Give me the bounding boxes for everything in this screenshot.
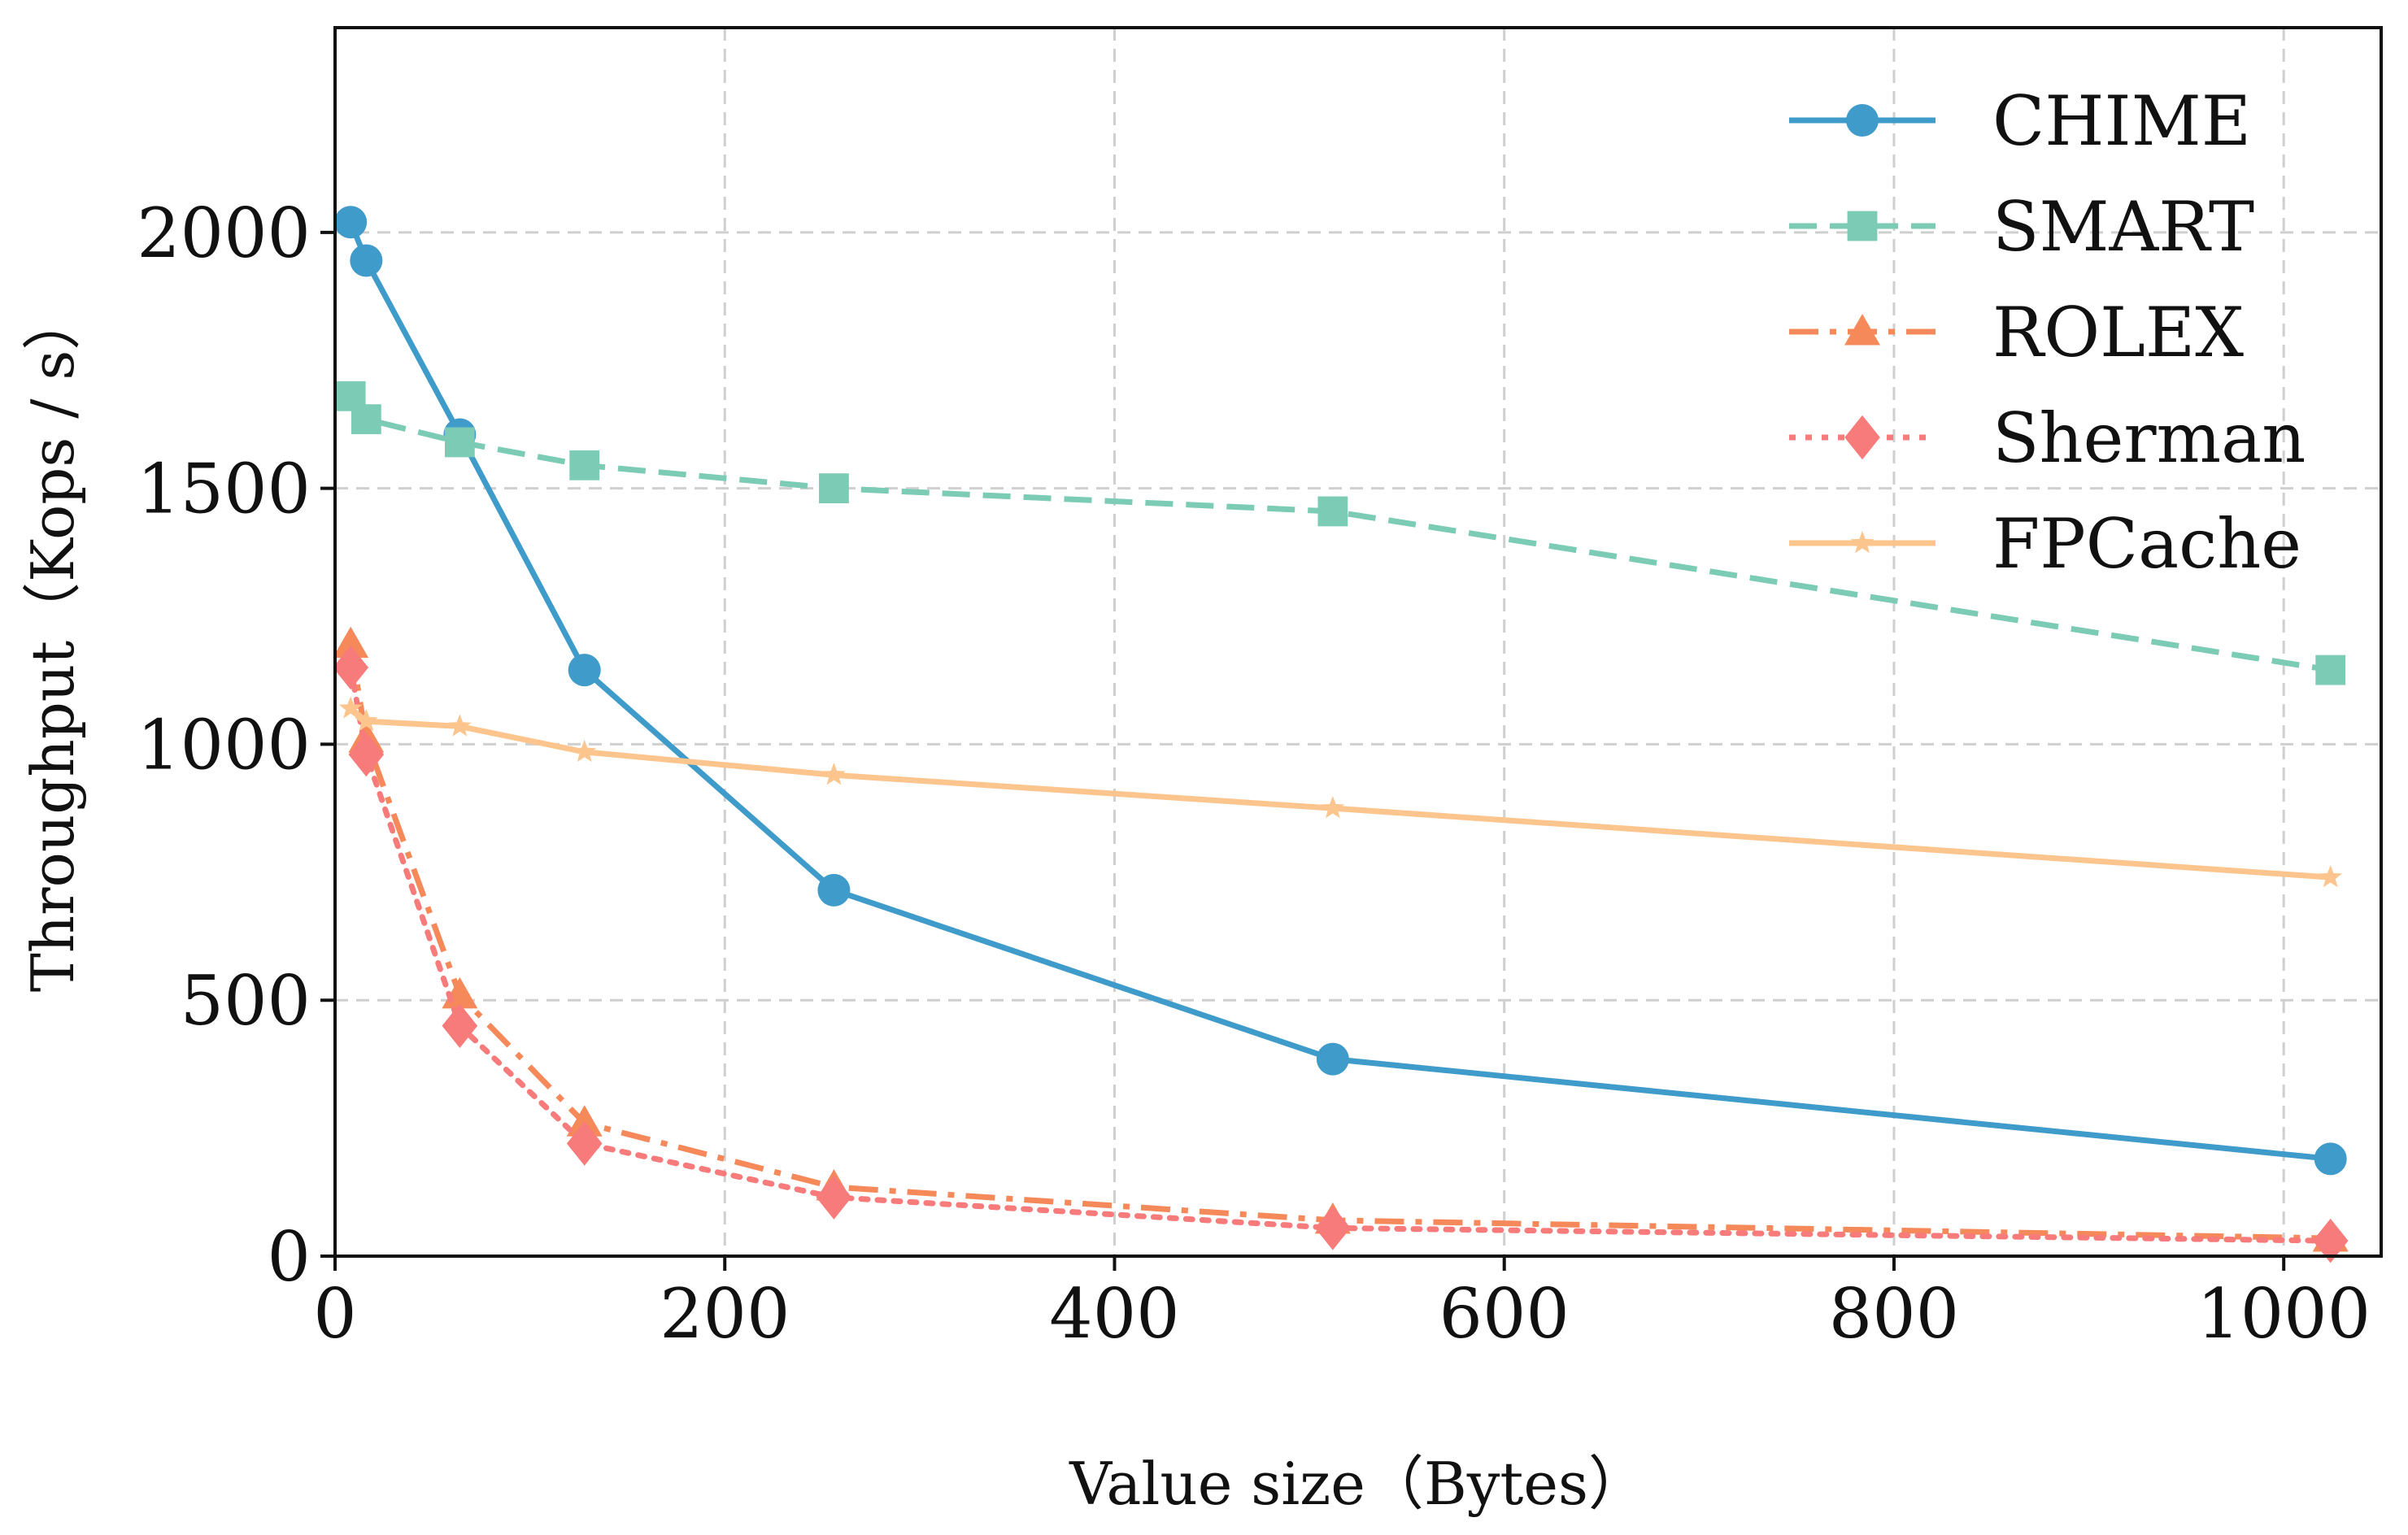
legend-label: FPCache bbox=[1992, 504, 2301, 584]
y-tick-label: 1500 bbox=[137, 450, 311, 529]
y-tick-label: 0 bbox=[268, 1217, 311, 1297]
series-line bbox=[347, 644, 2331, 1241]
data-point bbox=[816, 1175, 852, 1220]
legend-item: ROLEX bbox=[1789, 293, 2244, 372]
legend: CHIME SMART ROLEX Sherman FPCache bbox=[1789, 81, 2306, 584]
data-point bbox=[566, 1121, 603, 1166]
legend-marker bbox=[1844, 415, 1880, 460]
data-point bbox=[442, 1003, 478, 1048]
series-line bbox=[348, 706, 2331, 881]
series-layer bbox=[333, 206, 2349, 1263]
data-point bbox=[569, 450, 600, 481]
data-point bbox=[2319, 865, 2343, 888]
legend-item: FPCache bbox=[1789, 504, 2301, 584]
x-tick-label: 200 bbox=[660, 1274, 790, 1354]
axis-ticks: 0 200 400 600 800 1000 0 500 1000 1500 2000 bbox=[137, 194, 2371, 1354]
data-point bbox=[448, 714, 472, 737]
data-point bbox=[1315, 1206, 1351, 1250]
data-point bbox=[355, 709, 378, 732]
y-tick-label: 500 bbox=[181, 961, 311, 1041]
x-tick-label: 400 bbox=[1049, 1274, 1179, 1354]
legend-item: SMART bbox=[1789, 187, 2254, 267]
data-point bbox=[350, 244, 383, 277]
data-point bbox=[444, 427, 475, 458]
series-sherman bbox=[333, 645, 2349, 1263]
data-point bbox=[822, 763, 846, 785]
data-point bbox=[333, 645, 368, 690]
legend-label: ROLEX bbox=[1992, 293, 2244, 372]
series-fpcache bbox=[338, 696, 2343, 888]
series-chime bbox=[334, 206, 2347, 1176]
data-point bbox=[333, 626, 369, 659]
series-rolex bbox=[333, 626, 2349, 1252]
data-point bbox=[348, 732, 385, 777]
data-point bbox=[1316, 1042, 1349, 1076]
y-tick-label: 2000 bbox=[137, 194, 311, 273]
data-point bbox=[1321, 796, 1345, 819]
legend-label: Sherman bbox=[1992, 398, 2306, 478]
data-point bbox=[819, 473, 849, 504]
series-line bbox=[347, 664, 2334, 1244]
plot-area bbox=[333, 26, 2383, 1258]
data-point bbox=[566, 1105, 603, 1137]
data-point bbox=[817, 873, 851, 907]
data-point bbox=[351, 404, 381, 435]
series-smart bbox=[335, 380, 2346, 685]
data-point bbox=[338, 696, 363, 719]
data-point bbox=[1317, 496, 1348, 527]
data-point bbox=[568, 654, 601, 687]
legend-item: Sherman bbox=[1789, 398, 2306, 478]
x-tick-label: 1000 bbox=[2197, 1274, 2371, 1354]
legend-item: CHIME bbox=[1789, 81, 2251, 161]
x-tick-label: 800 bbox=[1829, 1274, 1959, 1354]
data-point bbox=[2315, 654, 2346, 685]
legend-label: SMART bbox=[1992, 187, 2254, 267]
data-point bbox=[334, 206, 368, 239]
x-tick-label: 600 bbox=[1439, 1274, 1570, 1354]
y-axis-label: Throughput（Kops / s） bbox=[19, 292, 87, 993]
legend-label: CHIME bbox=[1992, 81, 2251, 161]
legend-marker bbox=[1850, 530, 1875, 554]
legend-marker bbox=[1844, 314, 1880, 346]
data-point bbox=[2314, 1142, 2347, 1176]
data-point bbox=[2312, 1218, 2349, 1263]
x-tick-label: 0 bbox=[313, 1274, 356, 1354]
legend-marker bbox=[1846, 104, 1879, 137]
x-axis-label: Value size（Bytes） bbox=[1069, 1450, 1647, 1518]
data-point bbox=[573, 739, 597, 763]
y-tick-label: 1000 bbox=[137, 705, 311, 785]
legend-marker bbox=[1847, 211, 1878, 241]
